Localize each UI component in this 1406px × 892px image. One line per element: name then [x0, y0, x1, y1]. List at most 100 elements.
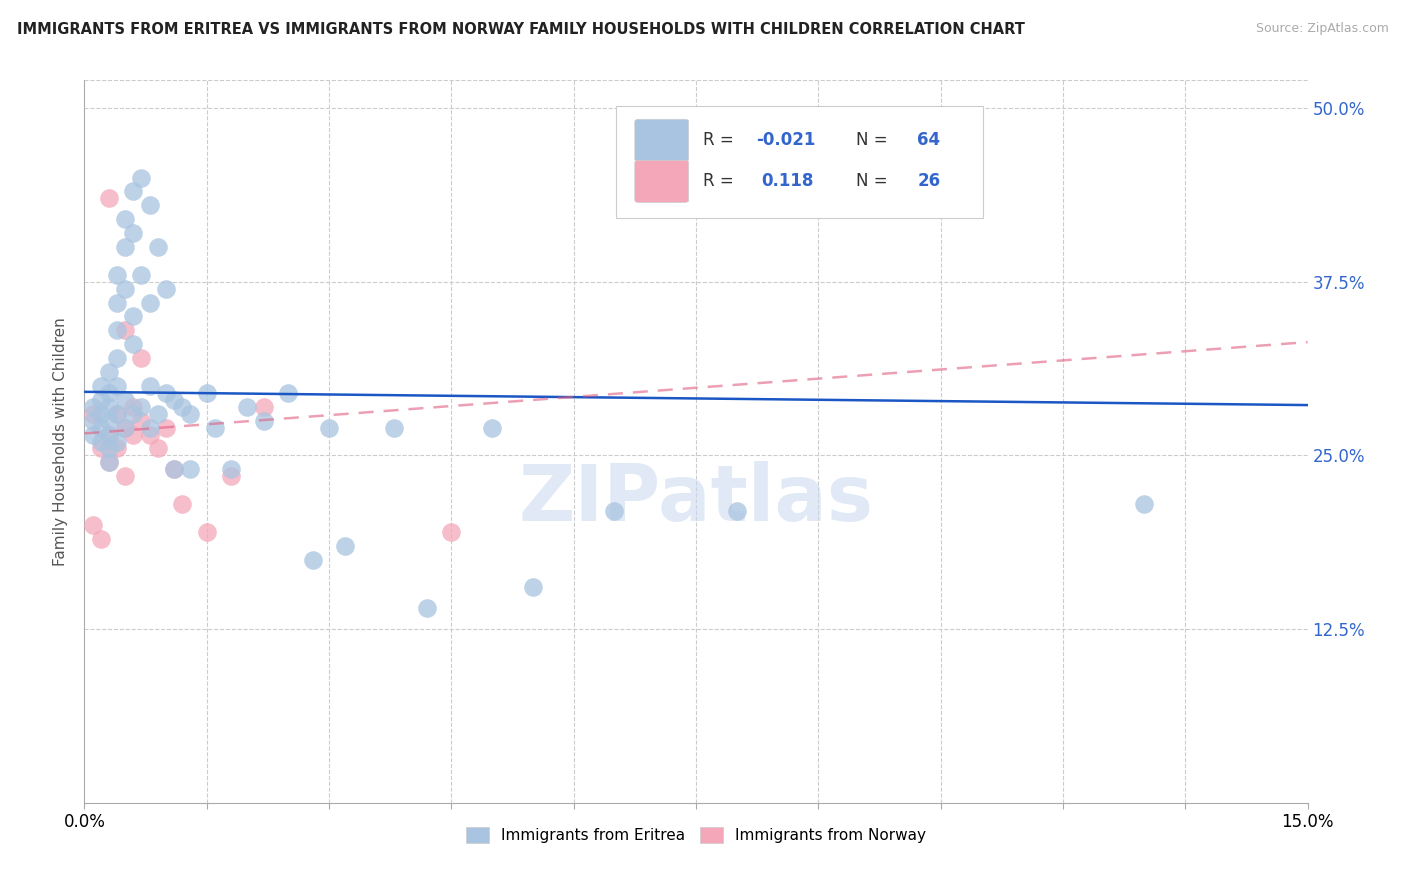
- Point: [97, 427, 120, 442]
- Point: [335, 539, 357, 553]
- Point: [82, 400, 104, 414]
- Point: [807, 108, 830, 122]
- Point: [122, 185, 145, 199]
- Point: [97, 455, 120, 469]
- Point: [481, 420, 503, 434]
- Point: [219, 469, 242, 483]
- Point: [253, 414, 276, 428]
- Point: [163, 392, 186, 407]
- Point: [253, 400, 276, 414]
- Point: [146, 407, 169, 421]
- Point: [90, 434, 112, 449]
- Point: [301, 552, 323, 566]
- Point: [155, 385, 177, 400]
- Point: [82, 407, 104, 421]
- Point: [105, 268, 128, 282]
- Point: [105, 407, 128, 421]
- Point: [440, 524, 463, 539]
- Point: [97, 427, 120, 442]
- Point: [131, 414, 153, 428]
- Point: [105, 379, 128, 393]
- Point: [172, 497, 194, 511]
- Point: [603, 504, 626, 518]
- Point: [138, 295, 160, 310]
- Text: N =: N =: [856, 131, 893, 149]
- Text: R =: R =: [703, 131, 740, 149]
- Point: [122, 310, 145, 324]
- Point: [138, 427, 160, 442]
- Point: [97, 442, 120, 456]
- Point: [82, 414, 104, 428]
- Point: [122, 337, 145, 351]
- Point: [90, 532, 112, 546]
- Point: [122, 407, 145, 421]
- Point: [204, 420, 226, 434]
- Point: [155, 282, 177, 296]
- Point: [114, 420, 136, 434]
- Point: [105, 323, 128, 337]
- Y-axis label: Family Households with Children: Family Households with Children: [53, 318, 69, 566]
- FancyBboxPatch shape: [616, 105, 983, 218]
- Point: [90, 392, 112, 407]
- Point: [155, 420, 177, 434]
- Point: [236, 400, 259, 414]
- Point: [138, 379, 160, 393]
- Text: ZIPatlas: ZIPatlas: [519, 461, 873, 537]
- Point: [105, 351, 128, 366]
- Text: 26: 26: [917, 172, 941, 190]
- Point: [416, 601, 439, 615]
- Point: [131, 351, 153, 366]
- Point: [277, 385, 299, 400]
- Text: -0.021: -0.021: [756, 131, 815, 149]
- Point: [105, 407, 128, 421]
- Point: [97, 400, 120, 414]
- Point: [97, 455, 120, 469]
- Point: [114, 323, 136, 337]
- Point: [114, 212, 136, 227]
- Point: [97, 191, 120, 205]
- Point: [131, 400, 153, 414]
- Point: [179, 462, 201, 476]
- Text: IMMIGRANTS FROM ERITREA VS IMMIGRANTS FROM NORWAY FAMILY HOUSEHOLDS WITH CHILDRE: IMMIGRANTS FROM ERITREA VS IMMIGRANTS FR…: [17, 22, 1025, 37]
- FancyBboxPatch shape: [636, 161, 689, 202]
- Point: [318, 420, 340, 434]
- Text: R =: R =: [703, 172, 740, 190]
- Point: [90, 442, 112, 456]
- Point: [725, 504, 748, 518]
- Point: [146, 442, 169, 456]
- Point: [114, 420, 136, 434]
- Point: [114, 282, 136, 296]
- Point: [105, 434, 128, 449]
- Point: [122, 226, 145, 240]
- Point: [122, 400, 145, 414]
- Point: [114, 392, 136, 407]
- Point: [163, 462, 186, 476]
- Point: [97, 414, 120, 428]
- Point: [195, 524, 218, 539]
- Legend: Immigrants from Eritrea, Immigrants from Norway: Immigrants from Eritrea, Immigrants from…: [460, 822, 932, 849]
- Text: 0.118: 0.118: [761, 172, 813, 190]
- Point: [97, 365, 120, 379]
- Point: [219, 462, 242, 476]
- Text: Source: ZipAtlas.com: Source: ZipAtlas.com: [1256, 22, 1389, 36]
- Point: [97, 385, 120, 400]
- Point: [163, 462, 186, 476]
- Point: [1133, 497, 1156, 511]
- Point: [382, 420, 405, 434]
- Point: [138, 198, 160, 212]
- Point: [138, 420, 160, 434]
- Point: [131, 268, 153, 282]
- FancyBboxPatch shape: [636, 120, 689, 161]
- Text: 64: 64: [917, 131, 941, 149]
- Point: [195, 385, 218, 400]
- Point: [90, 407, 112, 421]
- Point: [114, 469, 136, 483]
- Point: [105, 295, 128, 310]
- Point: [90, 379, 112, 393]
- Point: [172, 400, 194, 414]
- Point: [114, 240, 136, 254]
- Point: [105, 442, 128, 456]
- Point: [82, 517, 104, 532]
- Point: [179, 407, 201, 421]
- Point: [122, 427, 145, 442]
